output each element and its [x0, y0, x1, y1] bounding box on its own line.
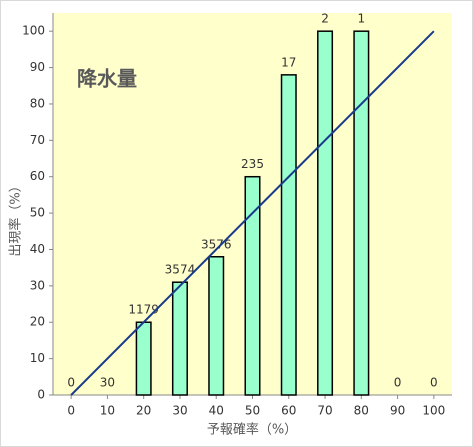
y-tick-label: 40: [30, 242, 45, 256]
count-label: 2: [321, 12, 329, 26]
y-tick-label: 60: [30, 169, 45, 183]
y-tick-label: 20: [30, 315, 45, 329]
count-label: 1: [357, 12, 365, 26]
count-label: 17: [281, 55, 296, 69]
y-tick-label: 50: [30, 206, 45, 220]
count-label: 1179: [128, 303, 159, 317]
bar: [208, 256, 225, 396]
chart-title: 降水量: [77, 67, 137, 91]
y-tick-label: 100: [22, 24, 45, 38]
y-tick-label: 10: [30, 351, 45, 365]
bar: [317, 30, 334, 396]
x-tick-label: 60: [281, 404, 296, 418]
bar: [171, 281, 188, 396]
x-tick-label: 40: [209, 404, 224, 418]
x-tick-label: 100: [422, 404, 445, 418]
x-tick-label: 0: [67, 404, 75, 418]
x-tick-label: 70: [317, 404, 332, 418]
count-label: 30: [100, 376, 115, 390]
bar: [135, 321, 152, 396]
x-tick-label: 80: [354, 404, 369, 418]
count-label: 0: [67, 376, 75, 390]
x-tick-label: 10: [100, 404, 115, 418]
x-axis-label: 予報確率（%）: [207, 422, 297, 438]
count-label: 0: [394, 376, 402, 390]
y-tick-label: 30: [30, 278, 45, 292]
x-tick-label: 50: [245, 404, 260, 418]
y-tick-label: 70: [30, 133, 45, 147]
y-tick-label: 0: [37, 388, 45, 402]
bar: [244, 175, 261, 396]
reference-line: [70, 30, 435, 396]
x-tick-label: 30: [172, 404, 187, 418]
x-tick-label: 90: [390, 404, 405, 418]
count-label: 3574: [165, 263, 196, 277]
y-tick-label: 90: [30, 60, 45, 74]
count-label: 0: [430, 376, 438, 390]
y-axis-label: 出現率（%）: [8, 179, 24, 256]
bar: [280, 74, 297, 396]
y-tick-label: 80: [30, 96, 45, 110]
x-tick-label: 20: [136, 404, 151, 418]
count-label: 235: [241, 157, 264, 171]
bar: [353, 30, 370, 396]
